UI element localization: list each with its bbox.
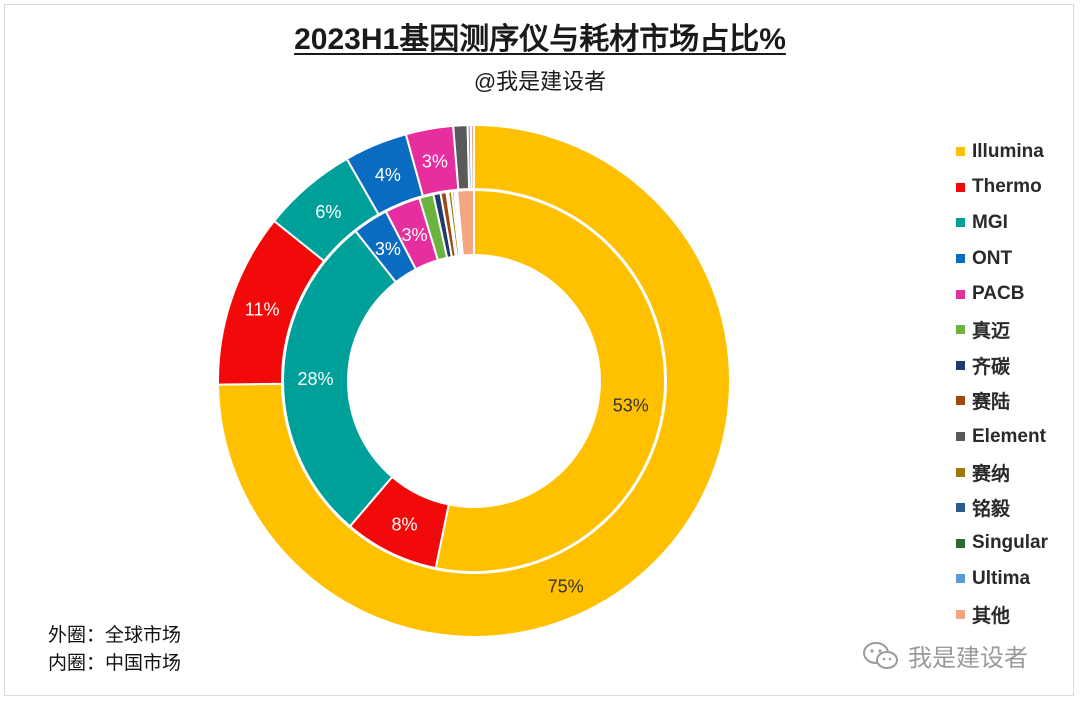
- chart-subtitle: @我是建设者: [473, 69, 607, 94]
- legend-item: Thermo: [956, 170, 1048, 206]
- legend-swatch: [956, 467, 965, 477]
- legend-swatch: [956, 503, 965, 513]
- chart-title-text: 2023H1基因测序仪与耗材市场占比%: [294, 23, 786, 56]
- chart-frame: [4, 4, 1074, 696]
- legend-swatch: [956, 574, 965, 584]
- legend-item: Ultima: [956, 561, 1048, 597]
- legend-item: 赛纳: [956, 454, 1048, 490]
- legend-label: 赛纳: [972, 463, 1011, 485]
- legend-swatch: [956, 254, 965, 264]
- inner-ring: [282, 188, 666, 573]
- legend-label: Illumina: [972, 140, 1044, 162]
- legend-item: ONT: [956, 241, 1048, 277]
- legend-swatch: [956, 147, 965, 157]
- legend-item: PACB: [956, 276, 1048, 312]
- watermark-text: 我是建设者: [908, 645, 1028, 672]
- chart-title: 2023H1基因测序仪与耗材市场占比%: [0, 14, 1080, 58]
- legend-item: 铭毅: [956, 490, 1048, 526]
- outer-label-ONT: 4%: [375, 165, 401, 185]
- note-outer-ring: 外圈：全球市场: [48, 625, 182, 646]
- legend-label: 赛陆: [972, 392, 1011, 414]
- legend: Illumina Thermo MGI ONT PACB 真迈齐碳赛陆 Element 赛纳铭…: [956, 134, 1048, 632]
- legend-swatch: [956, 396, 965, 406]
- ring-labels: 75%11%6%4%3%53%8%28%3%3%: [245, 151, 649, 596]
- legend-label: Ultima: [972, 567, 1031, 589]
- outer-label-Thermo: 11%: [245, 299, 280, 319]
- legend-swatch: [956, 325, 965, 335]
- legend-label: 其他: [972, 606, 1011, 628]
- inner-label-PACB: 3%: [401, 225, 427, 245]
- outer-label-PACB: 3%: [422, 151, 448, 171]
- legend-swatch: [956, 432, 965, 442]
- legend-label: 齐碳: [972, 356, 1011, 378]
- inner-slice-Illumina: [434, 188, 666, 573]
- legend-label: MGI: [972, 211, 1008, 233]
- note-inner-ring: 内圈：中国市场: [48, 653, 182, 674]
- watermark: 我是建设者: [862, 638, 1028, 673]
- inner-slice-MGI: [282, 229, 398, 528]
- ring-notes: 外圈：全球市场 内圈：中国市场: [48, 622, 181, 678]
- legend-swatch: [956, 610, 965, 620]
- legend-label: PACB: [972, 283, 1025, 305]
- legend-swatch: [956, 538, 965, 548]
- legend-swatch: [956, 182, 965, 192]
- legend-label: Thermo: [972, 176, 1042, 198]
- legend-label: Singular: [972, 532, 1049, 554]
- outer-label-Illumina: 75%: [548, 576, 584, 596]
- wechat-icon: [863, 641, 898, 669]
- inner-label-ONT: 3%: [375, 239, 401, 259]
- inner-label-Thermo: 8%: [391, 514, 417, 534]
- legend-item: 赛陆: [956, 383, 1048, 419]
- legend-swatch: [956, 289, 965, 299]
- legend-label: 铭毅: [972, 499, 1011, 521]
- inner-label-Illumina: 53%: [613, 396, 649, 416]
- legend-item: Singular: [956, 526, 1048, 562]
- legend-item: Element: [956, 419, 1048, 455]
- legend-item: 其他: [956, 597, 1048, 633]
- legend-label: 真迈: [972, 321, 1011, 343]
- inner-label-MGI: 28%: [298, 369, 334, 389]
- legend-swatch: [956, 360, 965, 370]
- legend-item: 真迈: [956, 312, 1048, 348]
- legend-item: Illumina: [956, 134, 1048, 170]
- legend-label: ONT: [972, 247, 1013, 269]
- legend-item: 齐碳: [956, 348, 1048, 384]
- inner-slice-其他: [456, 188, 475, 257]
- legend-item: MGI: [956, 205, 1048, 241]
- outer-slice-其他: [469, 123, 475, 191]
- outer-label-MGI: 6%: [315, 202, 341, 222]
- outer-ring: [217, 123, 731, 638]
- legend-swatch: [956, 218, 965, 228]
- legend-label: Element: [972, 425, 1046, 447]
